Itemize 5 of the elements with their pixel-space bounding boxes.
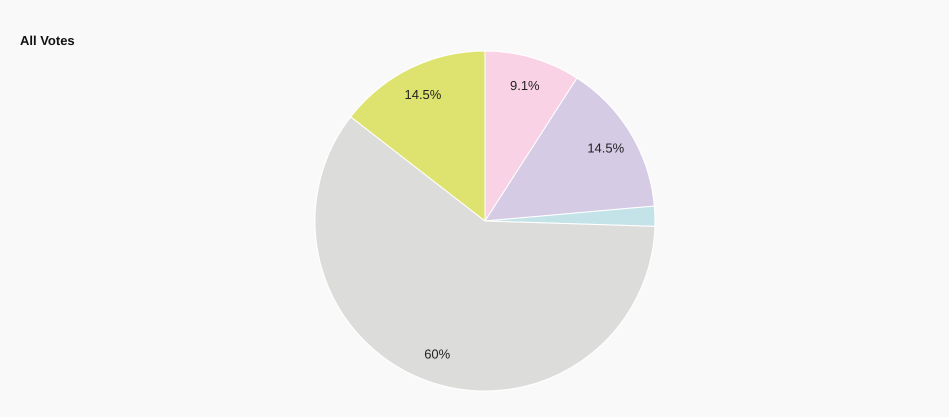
data-label: 60%: [424, 346, 451, 362]
data-label: 9.1%: [510, 78, 540, 94]
text: All Votes: [20, 33, 75, 48]
data-label: 14.5%: [404, 86, 442, 102]
data-label: 14.5%: [587, 140, 625, 156]
